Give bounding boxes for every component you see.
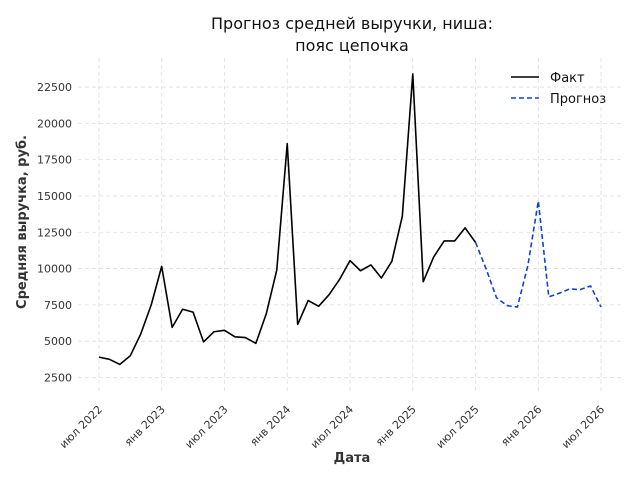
legend-forecast-label: Прогноз xyxy=(550,92,606,107)
y-tick-label: 5000 xyxy=(44,335,72,348)
legend-fact-label: Факт xyxy=(550,71,585,86)
x-tick-label: июл 2026 xyxy=(559,403,607,451)
y-axis-label: Средняя выручка, руб. xyxy=(15,135,30,309)
chart-title-line2: пояс цепочка xyxy=(295,36,409,55)
x-tick-label: июл 2023 xyxy=(183,403,231,451)
x-tick-label: янв 2025 xyxy=(373,403,419,449)
chart-title-line1: Прогноз средней выручки, ниша: xyxy=(211,14,493,33)
y-tick-label: 10000 xyxy=(37,263,72,276)
series-line-fact xyxy=(98,73,477,366)
x-tick-label: янв 2026 xyxy=(499,403,545,449)
x-tick-label: июл 2024 xyxy=(308,403,356,451)
y-tick-label: 20000 xyxy=(37,117,72,130)
y-tick-label: 15000 xyxy=(37,190,72,203)
legend: Факт Прогноз xyxy=(511,71,606,107)
y-tick-label: 17500 xyxy=(37,154,72,167)
x-axis-label: Дата xyxy=(334,451,371,466)
x-tick-label: июл 2025 xyxy=(434,403,482,451)
y-tick-label: 22500 xyxy=(37,81,72,94)
series-lines xyxy=(98,73,602,366)
y-tick-label: 2500 xyxy=(44,371,72,384)
grid xyxy=(78,58,622,392)
y-axis-ticks: 2500 5000 7500 10000 12500 15000 17500 20000 225… xyxy=(37,81,72,384)
x-tick-label: янв 2023 xyxy=(122,403,168,449)
series-line-forecast xyxy=(474,200,602,308)
x-tick-label: янв 2024 xyxy=(248,403,294,449)
y-tick-label: 7500 xyxy=(44,299,72,312)
x-axis-ticks: июл 2022 янв 2023 июл 2023 янв 2024 июл 2024… xyxy=(57,403,607,451)
y-tick-label: 12500 xyxy=(37,226,72,239)
x-tick-label: июл 2022 xyxy=(57,403,105,451)
